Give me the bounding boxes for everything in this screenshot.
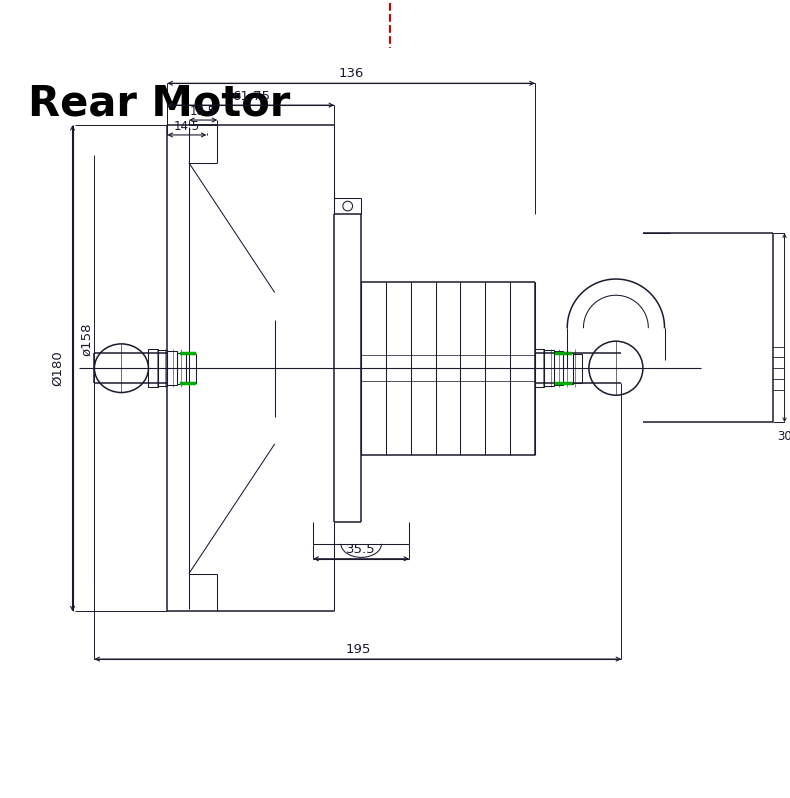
Bar [158, 350, 167, 386]
Bar [554, 351, 563, 385]
Bar [186, 354, 196, 383]
Text: ø158: ø158 [80, 322, 93, 356]
Bar [573, 354, 582, 383]
Text: Ø180: Ø180 [51, 350, 64, 386]
Text: 35.5: 35.5 [346, 543, 376, 556]
Text: 61.75: 61.75 [231, 89, 269, 103]
Bar [535, 350, 544, 387]
Bar [563, 353, 573, 384]
Text: 136: 136 [338, 67, 363, 80]
Text: 30: 30 [777, 430, 790, 443]
Text: 195: 195 [345, 642, 371, 656]
Text: 18.5: 18.5 [190, 105, 216, 117]
Text: Rear Motor: Rear Motor [28, 82, 290, 124]
Bar [149, 350, 158, 387]
Text: 14.5: 14.5 [174, 120, 200, 132]
Bar [177, 353, 186, 384]
Bar [167, 351, 177, 385]
Bar [544, 350, 554, 386]
